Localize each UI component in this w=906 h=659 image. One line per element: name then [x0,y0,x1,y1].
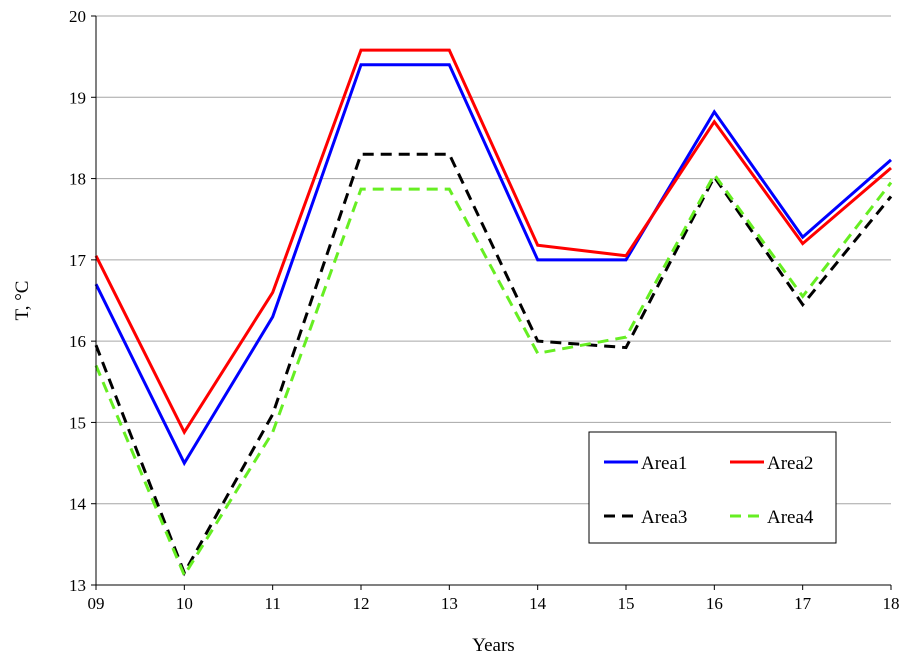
legend-label-area2: Area2 [767,453,813,474]
y-tick-label: 16 [69,332,86,351]
y-tick-label: 17 [69,251,87,270]
x-tick-label: 18 [883,594,900,613]
y-tick-label: 19 [69,88,86,107]
y-tick-labels: 13 14 15 16 17 18 19 20 [69,7,87,595]
x-tick-label: 15 [618,594,635,613]
y-tick-label: 18 [69,170,86,189]
x-tick-label: 11 [264,594,280,613]
y-axis-label: T, °C [12,281,33,321]
gridlines [96,15,891,505]
y-tick-label: 15 [69,413,86,432]
legend-label-area1: Area1 [641,453,687,474]
x-tick-label: 09 [88,594,105,613]
x-tick-labels: 09 10 11 12 13 14 15 16 17 18 [88,594,900,613]
legend-label-area3: Area3 [641,507,687,528]
legend-box [588,431,837,544]
x-tick-label: 14 [529,594,547,613]
y-tick-label: 13 [69,576,86,595]
series-line-area2 [94,48,892,436]
legend-label-area4: Area4 [767,507,814,528]
series-line-area3 [94,152,893,577]
series-line-area4 [94,171,893,579]
x-axis-label: Years [472,635,514,656]
series-lines [94,48,893,579]
legend: Area1 Area2 Area3 Area4 [588,431,837,544]
x-tick-label: 12 [353,594,370,613]
x-tick-label: 10 [176,594,193,613]
y-tick-label: 20 [69,7,86,26]
x-tick-label: 16 [706,594,723,613]
series-line-area1 [94,63,892,467]
axes [91,15,892,590]
x-tick-label: 13 [441,594,458,613]
x-tick-label: 17 [794,594,812,613]
y-tick-label: 14 [69,495,87,514]
